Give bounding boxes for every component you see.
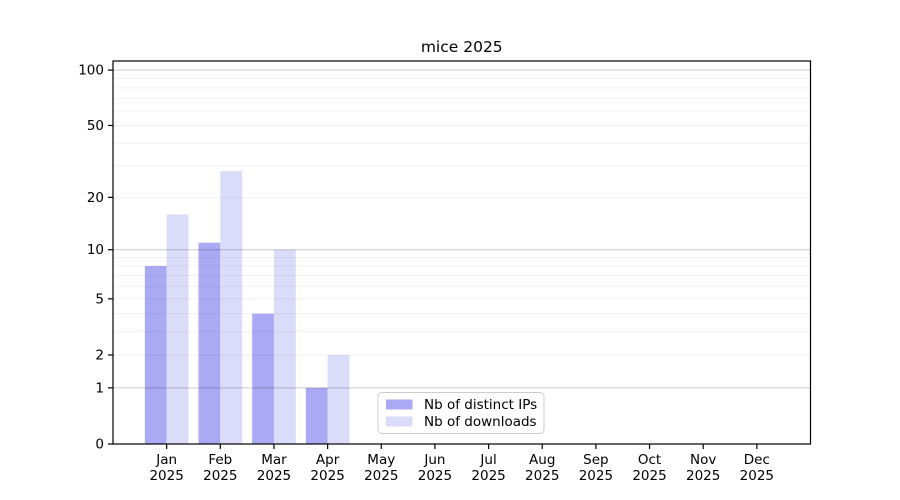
bar-downloads [273, 249, 296, 444]
x-tick-label-month: Apr [316, 452, 340, 468]
x-tick-label-year: 2025 [740, 468, 774, 484]
y-tick-label: 50 [87, 118, 104, 134]
y-tick-label: 0 [95, 437, 104, 453]
legend-label-downloads: Nb of downloads [424, 414, 537, 430]
x-tick-label-month: Feb [208, 452, 232, 468]
x-tick-label-month: Jan [155, 452, 177, 468]
bar-downloads [327, 354, 350, 444]
x-tick-label-month: Sep [583, 452, 608, 468]
x-tick-label-year: 2025 [525, 468, 559, 484]
bar-distinct-ips [144, 265, 167, 444]
x-tick-label-month: Jul [479, 452, 496, 468]
x-tick-label-month: Oct [638, 452, 661, 468]
chart-title: mice 2025 [421, 38, 503, 56]
legend-box [377, 392, 545, 434]
x-tick-label-month: May [367, 452, 395, 468]
legend-label-distinct-ips: Nb of distinct IPs [424, 397, 537, 413]
x-tick-label-year: 2025 [364, 468, 398, 484]
x-tick-label-month: Nov [690, 452, 716, 468]
x-tick-label-year: 2025 [310, 468, 344, 484]
x-tick-label-year: 2025 [257, 468, 291, 484]
bar-distinct-ips [198, 242, 221, 444]
bar-downloads [166, 214, 189, 444]
x-tick-label-year: 2025 [149, 468, 183, 484]
x-tick-label-month: Jun [423, 452, 445, 468]
legend-swatch-distinct-ips [386, 399, 413, 410]
x-tick-label-year: 2025 [471, 468, 505, 484]
y-tick-label: 1 [95, 380, 104, 396]
x-tick-label-year: 2025 [418, 468, 452, 484]
y-tick-label: 20 [87, 190, 104, 206]
plot-frame [112, 60, 812, 445]
y-tick-label: 2 [95, 347, 104, 363]
legend-swatch-downloads [386, 416, 413, 427]
x-tick-label-year: 2025 [579, 468, 613, 484]
x-tick-label-year: 2025 [203, 468, 237, 484]
y-tick-label: 10 [87, 242, 104, 258]
x-tick-label-month: Dec [744, 452, 770, 468]
bar-downloads [220, 171, 243, 444]
y-tick-label: 100 [78, 63, 104, 79]
bar-distinct-ips [252, 313, 274, 444]
x-tick-label-month: Mar [261, 452, 287, 468]
y-tick-label: 5 [95, 291, 104, 307]
bar-distinct-ips [305, 387, 328, 444]
x-tick-label-year: 2025 [632, 468, 666, 484]
x-tick-label-month: Aug [529, 452, 555, 468]
x-tick-label-year: 2025 [686, 468, 720, 484]
